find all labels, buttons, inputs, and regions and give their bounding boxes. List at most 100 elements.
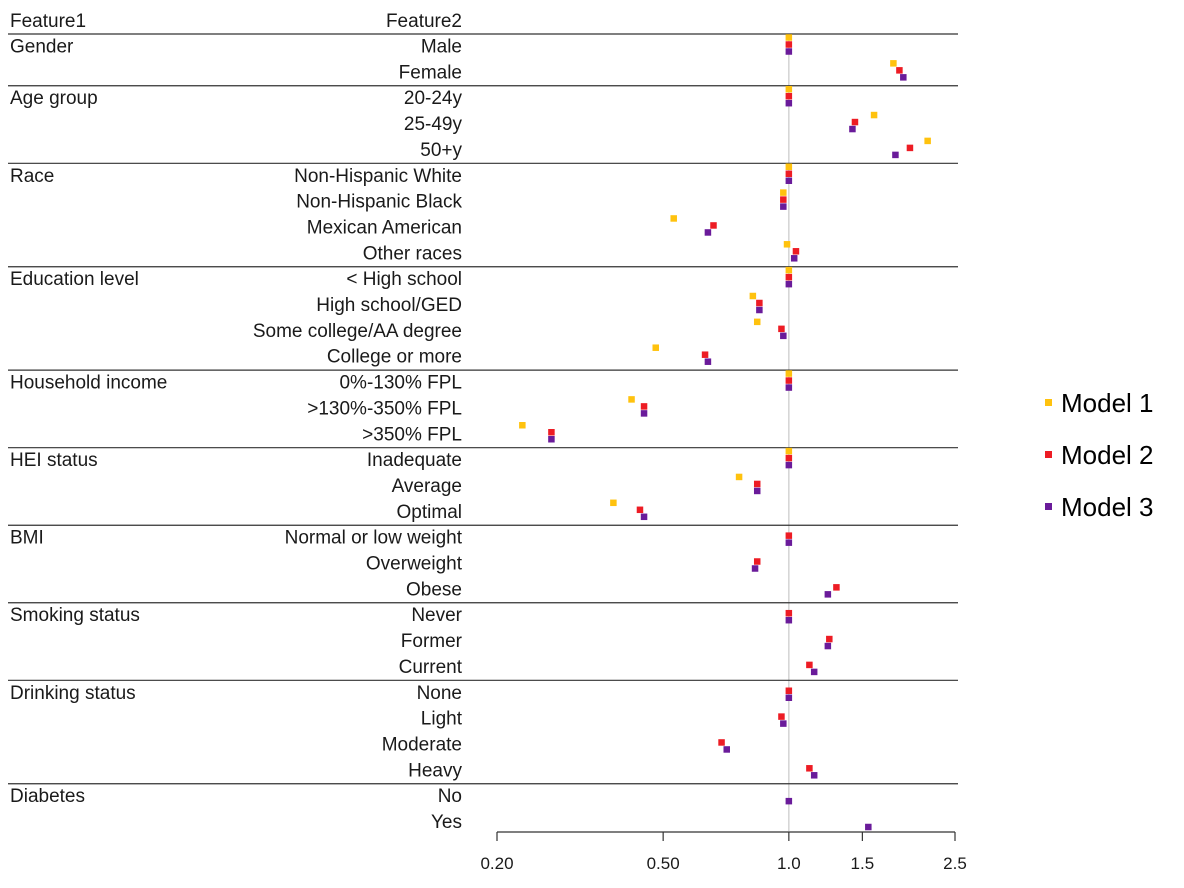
point-model-1 (753, 318, 761, 326)
point-model-3 (548, 436, 555, 443)
category-label: Other races (363, 243, 462, 264)
category-label: Obese (406, 579, 462, 600)
category-label: Current (399, 657, 463, 678)
category-label: 20-24y (404, 88, 463, 109)
category-label: < High school (346, 269, 462, 290)
x-tick-label: 0.50 (647, 854, 680, 873)
feature-group-label: Drinking status (10, 683, 136, 704)
point-model-3 (780, 332, 787, 340)
point-model-1 (735, 473, 743, 481)
category-label: Never (411, 605, 462, 626)
category-label: Mexican American (307, 217, 462, 238)
point-model-2 (785, 273, 793, 281)
point-model-2 (548, 429, 555, 436)
x-axis: 0.20 0.50 1.0 1.5 2.5 (480, 831, 967, 873)
point-model-3 (810, 772, 818, 779)
point-model-1 (785, 34, 793, 41)
point-model-1 (749, 292, 757, 300)
point-model-3 (785, 280, 793, 288)
point-model-2 (640, 403, 648, 410)
point-model-2 (753, 480, 761, 488)
point-model-1 (870, 111, 878, 119)
point-model-1 (785, 447, 793, 455)
point-model-3 (849, 125, 856, 133)
point-model-2 (718, 739, 725, 746)
point-model-1 (783, 241, 791, 248)
point-model-3 (723, 746, 730, 753)
point-model-3 (704, 358, 712, 365)
legend-swatch (1045, 399, 1052, 406)
category-label: 50+y (420, 140, 462, 161)
legend: Model 1 Model 2 Model 3 (1045, 388, 1154, 522)
legend-swatch (1045, 503, 1052, 510)
x-tick-label: 0.20 (480, 854, 513, 873)
point-model-3 (824, 642, 832, 650)
feature-group-label: Race (10, 166, 54, 187)
category-label: >130%-350% FPL (307, 398, 462, 419)
x-tick-label: 2.5 (943, 854, 967, 873)
point-model-2 (785, 609, 793, 617)
point-model-3 (865, 823, 872, 831)
point-model-3 (704, 229, 712, 236)
point-model-1 (785, 163, 793, 170)
point-model-2 (785, 170, 793, 177)
point-model-1 (924, 137, 931, 145)
point-model-1 (628, 396, 635, 403)
feature-group-label: BMI (10, 528, 44, 549)
point-model-2 (785, 532, 793, 539)
point-model-3 (785, 461, 793, 469)
point-model-2 (701, 351, 709, 358)
point-model-1 (610, 499, 617, 507)
point-model-1 (785, 370, 793, 377)
category-label: Optimal (397, 502, 462, 523)
category-label: College or more (327, 347, 462, 368)
feature-group-label: HEI status (10, 450, 98, 471)
legend-label: Model 3 (1061, 492, 1154, 522)
category-label: Female (399, 62, 462, 83)
x-tick-label: 1.5 (851, 854, 875, 873)
category-label: >350% FPL (362, 424, 462, 445)
point-model-3 (790, 255, 798, 262)
point-model-2 (785, 454, 793, 462)
point-model-3 (756, 306, 763, 314)
point-model-3 (824, 591, 832, 598)
category-label: Former (401, 631, 463, 652)
feature-group-label: Education level (10, 269, 139, 290)
category-label: Non-Hispanic Black (296, 192, 462, 213)
point-model-2 (806, 765, 813, 772)
point-model-1 (519, 422, 526, 429)
category-label: Male (421, 37, 462, 58)
point-model-2 (806, 661, 813, 669)
category-label: Heavy (408, 760, 462, 781)
point-model-3 (780, 720, 787, 727)
point-model-1 (785, 85, 793, 93)
header-feature1: Feature1 (10, 11, 86, 32)
point-model-3 (785, 384, 793, 391)
point-model-3 (640, 513, 648, 521)
point-model-2 (636, 506, 644, 514)
x-tick-label: 1.0 (777, 854, 801, 873)
category-label: Normal or low weight (285, 528, 463, 549)
point-model-3 (785, 539, 793, 546)
point-model-3 (785, 616, 793, 624)
point-model-2 (710, 222, 717, 229)
point-model-1 (652, 344, 660, 351)
point-model-2 (785, 377, 793, 384)
point-model-2 (896, 67, 903, 74)
feature-group-label: Household income (10, 373, 167, 394)
legend-label: Model 1 (1061, 388, 1154, 418)
point-model-3 (751, 565, 759, 572)
point-model-2 (851, 118, 859, 126)
point-model-3 (753, 487, 761, 495)
point-model-3 (785, 694, 793, 701)
point-model-3 (892, 151, 899, 159)
point-model-1 (890, 60, 897, 67)
point-model-2 (785, 41, 793, 48)
point-model-2 (785, 687, 793, 694)
point-model-2 (826, 635, 833, 643)
category-label: 0%-130% FPL (339, 373, 462, 394)
category-label: Inadequate (367, 450, 462, 471)
data-points (519, 34, 931, 831)
feature-group-label: Gender (10, 37, 74, 58)
point-model-1 (780, 189, 787, 196)
